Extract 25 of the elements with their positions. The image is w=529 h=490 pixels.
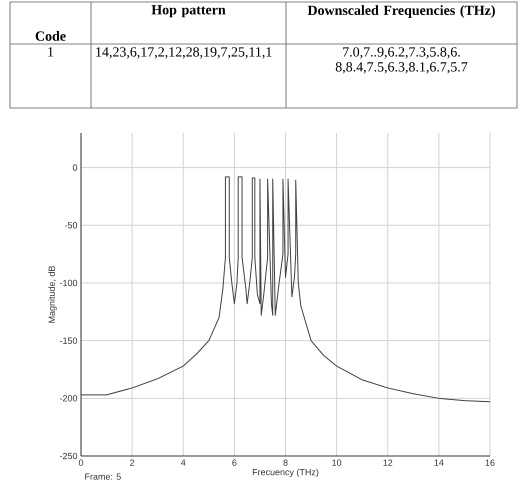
x-tick-label: 14 xyxy=(434,460,444,466)
y-tick-label: -50 xyxy=(64,222,78,228)
x-tick-label: 10 xyxy=(332,460,342,466)
category-label: Downscaled Frequencies (THz) xyxy=(308,5,495,18)
x-tick-label: 2 xyxy=(130,460,134,466)
y-tick-label: -250 xyxy=(60,452,78,460)
x-tick-label: 4 xyxy=(180,460,186,466)
x-tick-label: 12 xyxy=(383,460,392,466)
text: Frame: 5 xyxy=(85,474,121,480)
y-tick-label: 0 xyxy=(72,164,78,171)
x-axis-title: Frecuency (THz) xyxy=(252,468,318,478)
y-axis-title: Magnitude, dB xyxy=(48,266,57,323)
x-tick-label: 6 xyxy=(232,460,236,466)
category-label: Code xyxy=(36,30,66,41)
x-tick-label: 16 xyxy=(486,460,495,466)
text: 14,23,6,17,2,12,28,19,7,25,11,1 xyxy=(96,47,272,59)
text: 1 xyxy=(48,47,54,56)
y-tick-label: -100 xyxy=(60,280,78,286)
x-tick-label: 0 xyxy=(78,460,84,466)
text: 7.0,7..9,6.2,7.3,5.8,6.8,8.4,7.5,6.3,8.1,6.7,5.7 xyxy=(336,47,468,74)
x-tick-label: 8 xyxy=(283,460,288,466)
line-series xyxy=(81,176,490,402)
category-label: Hop pattern xyxy=(152,5,226,18)
y-tick-label: -150 xyxy=(60,337,78,344)
y-tick-label: -200 xyxy=(60,395,78,402)
